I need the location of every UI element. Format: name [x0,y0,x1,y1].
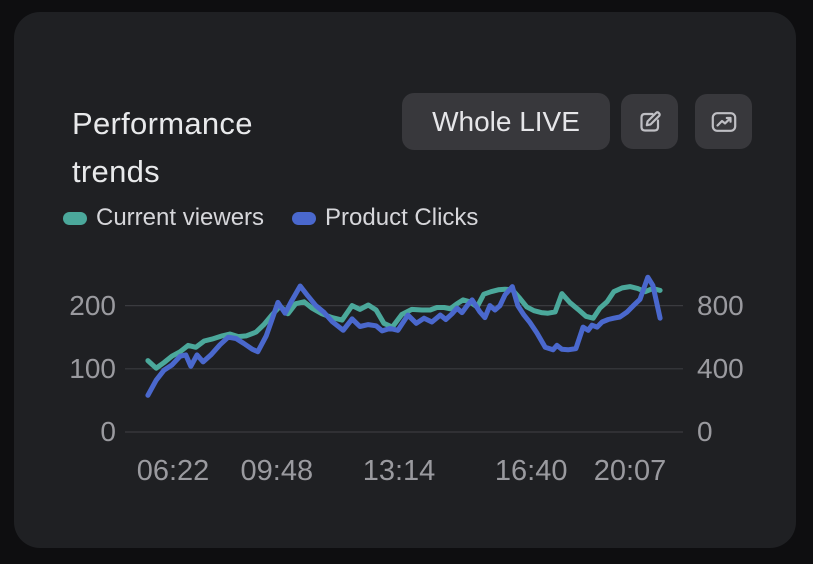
x-tick-label: 20:07 [593,455,667,487]
trend-chart-svg [125,274,683,433]
y-axis-right: 0 400 800 [697,262,773,447]
x-tick-label: 06:22 [136,455,210,487]
series-line-current-viewers [145,284,663,371]
x-tick-label: 09:48 [240,455,314,487]
chart-legend: Current viewers Product Clicks [63,204,478,232]
edit-button[interactable] [621,94,678,149]
legend-label-product-clicks: Product Clicks [325,204,479,231]
legend-item-current-viewers[interactable]: Current viewers [63,204,264,232]
legend-label-current-viewers: Current viewers [96,204,265,231]
y-tick-label: 0 [697,416,713,447]
series-line-product-clicks [145,274,663,398]
y-tick-label: 200 [69,289,116,321]
card-title: Performance trends [72,105,253,189]
legend-swatch-current-viewers [63,211,87,225]
y-tick-label: 0 [100,416,116,447]
y-tick-label: 400 [697,352,744,384]
x-tick-label: 16:40 [494,455,568,487]
edit-icon [639,110,661,132]
chart-view-button[interactable] [695,94,752,149]
legend-swatch-product-clicks [292,211,317,225]
trend-chart-icon [711,111,736,132]
legend-item-product-clicks[interactable]: Product Clicks [292,204,478,232]
whole-live-button-label: Whole LIVE [432,105,580,137]
x-tick-label: 13:14 [362,455,436,487]
x-axis-labels: 06:22 09:48 13:14 16:40 20:07 [125,455,683,489]
y-tick-label: 800 [697,289,744,321]
whole-live-button[interactable]: Whole LIVE [402,93,610,150]
y-tick-label: 100 [69,352,116,384]
y-axis-left: 0 100 200 [40,262,116,447]
